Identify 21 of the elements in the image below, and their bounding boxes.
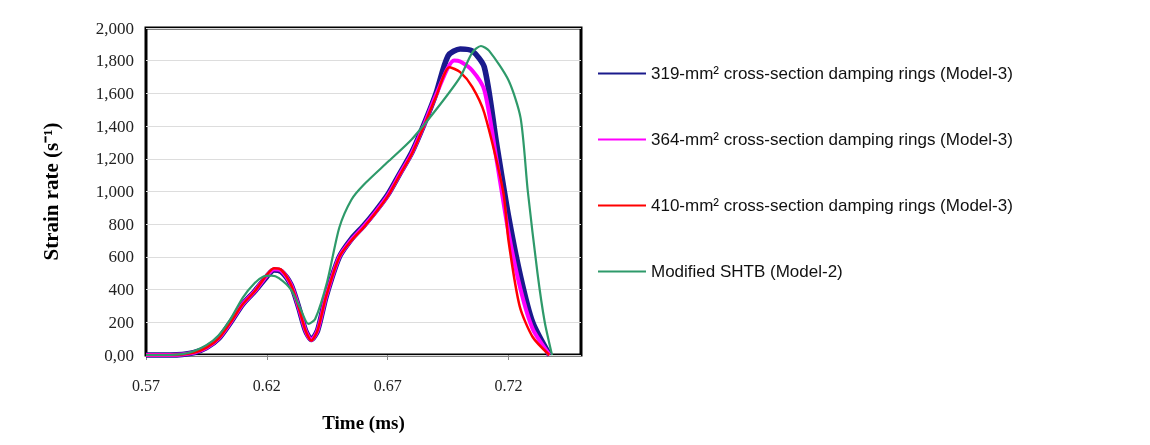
y-tick-label: 600 [108, 247, 134, 267]
y-tick-label: 200 [108, 312, 134, 332]
y-tick-label: 1,200 [95, 149, 134, 169]
y-tick-label: 1,000 [95, 182, 134, 201]
y-tick-label: 400 [108, 280, 134, 300]
y-axis-title: Strain rate (s⁻¹) [38, 122, 63, 261]
x-axis-title: Time (ms) [322, 412, 405, 434]
x-tick-label: 0.67 [373, 376, 402, 394]
legend-label: 319-mm² cross-section damping rings (Model-3) [651, 64, 1013, 83]
x-tick-label: 0.57 [132, 376, 160, 394]
legend-label: 410-mm² cross-section damping rings (Model-3) [651, 196, 1013, 215]
x-tick-label: 0.72 [494, 376, 523, 394]
y-tick-label: 1,800 [95, 51, 134, 71]
x-tick-label: 0.62 [252, 376, 281, 394]
y-tick-label: 0,00 [104, 345, 134, 365]
y-tick-label: 1,600 [95, 83, 134, 103]
legend-label: 364-mm² cross-section damping rings (Model-3) [651, 130, 1013, 149]
y-tick-label: 1,400 [95, 116, 134, 136]
y-tick-label: 800 [108, 214, 134, 234]
legend-label: Modified SHTB (Model-2) [651, 262, 843, 281]
y-tick-label: 2,000 [95, 18, 134, 38]
